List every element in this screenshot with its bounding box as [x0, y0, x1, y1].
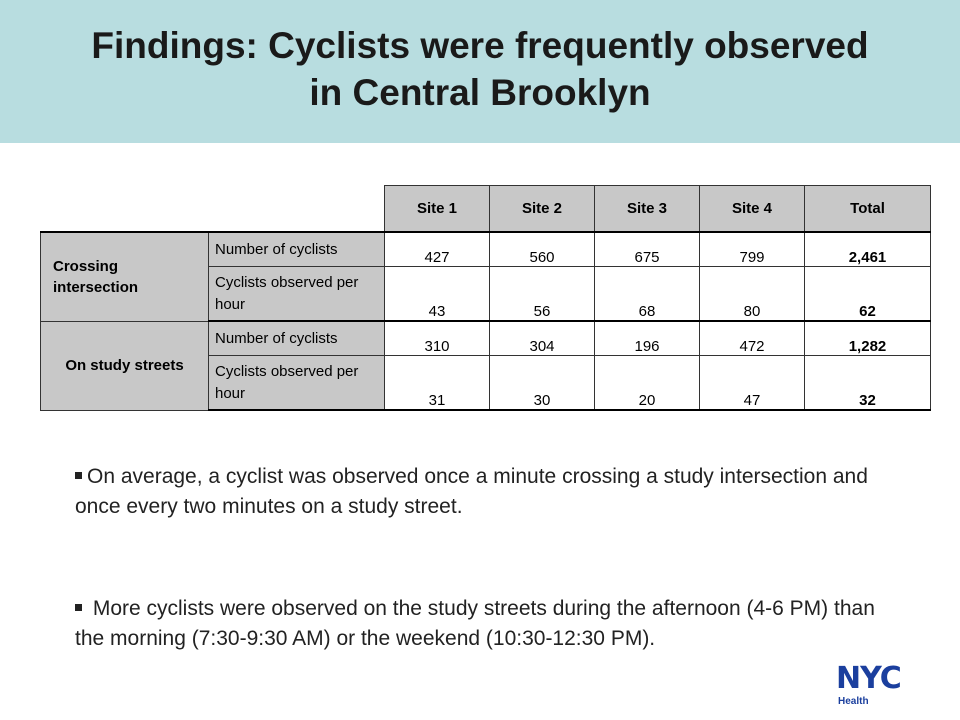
findings-list: On average, a cyclist was observed once … — [75, 462, 875, 654]
table-cell: 31 — [384, 355, 490, 411]
metric-label: Number of cyclists — [208, 320, 385, 356]
total-cell: 1,282 — [804, 320, 931, 356]
total-cell: 62 — [804, 266, 931, 322]
table-row: Crossing intersection Number of cyclists… — [40, 231, 931, 322]
finding-text: On average, a cyclist was observed once … — [75, 465, 868, 518]
finding-text: More cyclists were observed on the study… — [75, 597, 875, 650]
table-cell: 799 — [699, 231, 805, 267]
table-cell: 80 — [699, 266, 805, 322]
header-site-2: Site 2 — [489, 185, 595, 233]
header-total: Total — [804, 185, 931, 233]
table-cell: 304 — [489, 320, 595, 356]
square-bullet-icon — [75, 471, 82, 479]
table-header-row: Site 1 Site 2 Site 3 Site 4 Total — [40, 185, 931, 233]
group-label-study-streets: On study streets — [40, 320, 209, 411]
table-cell: 30 — [489, 355, 595, 411]
title-line-1: Findings: Cyclists were frequently obser… — [91, 25, 869, 66]
table-row: On study streets Number of cyclists 310 … — [40, 320, 931, 411]
page-title: Findings: Cyclists were frequently obser… — [0, 22, 960, 116]
square-bullet-icon — [75, 603, 82, 611]
table-cell: 675 — [594, 231, 700, 267]
cyclist-counts-table: Site 1 Site 2 Site 3 Site 4 Total Crossi… — [40, 185, 931, 411]
metric-label: Number of cyclists — [208, 231, 385, 267]
header-site-4: Site 4 — [699, 185, 805, 233]
header-site-1: Site 1 — [384, 185, 490, 233]
table-cell: 472 — [699, 320, 805, 356]
total-cell: 32 — [804, 355, 931, 411]
title-banner: Findings: Cyclists were frequently obser… — [0, 0, 960, 143]
header-site-3: Site 3 — [594, 185, 700, 233]
table-row: Cyclists observed per hour 43 56 68 80 6… — [41, 266, 931, 322]
table-cell: 47 — [699, 355, 805, 411]
table-row: Cyclists observed per hour 31 30 20 47 3… — [41, 355, 931, 411]
nyc-health-logo: NYC Health — [836, 664, 916, 710]
table-cell: 427 — [384, 231, 490, 267]
table-cell: 196 — [594, 320, 700, 356]
group-label-crossing: Crossing intersection — [40, 231, 209, 322]
table-cell: 56 — [489, 266, 595, 322]
table-cell: 68 — [594, 266, 700, 322]
table-corner — [40, 185, 385, 233]
finding-item: More cyclists were observed on the study… — [75, 594, 875, 654]
logo-text: NYC — [836, 661, 902, 696]
table-cell: 310 — [384, 320, 490, 356]
table-cell: 20 — [594, 355, 700, 411]
metric-label: Cyclists observed per hour — [208, 355, 385, 411]
finding-item: On average, a cyclist was observed once … — [75, 462, 875, 522]
table-cell: 560 — [489, 231, 595, 267]
table-cell: 43 — [384, 266, 490, 322]
title-line-2: in Central Brooklyn — [309, 72, 651, 113]
total-cell: 2,461 — [804, 231, 931, 267]
logo-subtext: Health — [838, 696, 869, 707]
metric-label: Cyclists observed per hour — [208, 266, 385, 322]
